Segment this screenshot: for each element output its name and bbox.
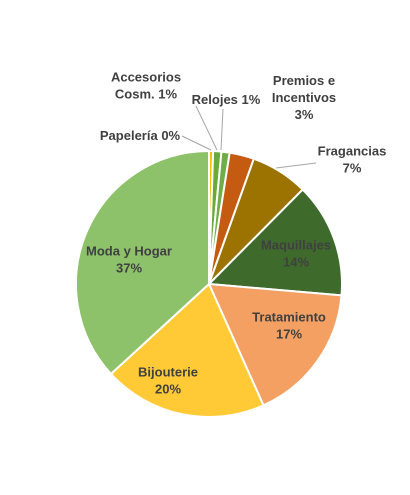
pie-slices <box>75 149 343 418</box>
leader-line-relojes-1 <box>220 108 224 151</box>
slice-label-line: Tratamiento <box>252 310 326 325</box>
slice-label-moda-y-hogar: Moda y Hogar 37% <box>86 244 172 276</box>
slice-label-maquillajes: Maquillajes 14% <box>261 238 331 270</box>
slice-label-line: 17% <box>276 327 302 342</box>
leader-line-papeleria-0 <box>181 135 212 151</box>
leader-line-fragancias <box>275 162 317 169</box>
pie-slice-maquillajes <box>208 188 343 297</box>
slice-label-line: 14% <box>283 255 309 270</box>
pie-slice-moda-y-hogar <box>75 150 210 375</box>
slice-label-line: 37% <box>116 261 142 276</box>
slice-label-line: Cosm. 1% <box>115 87 178 102</box>
slice-labels: Papelería 0% Accesorios Cosm. 1% Relojes 1%… <box>86 70 386 397</box>
slice-label-line: Papelería 0% <box>100 128 181 143</box>
slice-label-line: Incentivos <box>272 90 336 105</box>
slice-label-line: 3% <box>295 107 314 122</box>
slice-label-line: Premios e <box>273 73 335 88</box>
slice-label-premios-e: Premios e Incentivos 3% <box>272 73 336 122</box>
slice-label-accesorios: Accesorios Cosm. 1% <box>111 70 181 102</box>
pie-slice-bijouterie <box>110 283 265 418</box>
slice-label-relojes-1: Relojes 1% <box>192 92 261 107</box>
slice-label-line: 20% <box>155 382 181 397</box>
slice-label-line: Maquillajes <box>261 238 331 253</box>
slice-label-line: Relojes 1% <box>192 92 261 107</box>
pie-slice-tratamiento <box>208 283 343 407</box>
slice-label-line: Moda y Hogar <box>86 244 172 259</box>
slice-label-fragancias: Fragancias 7% <box>318 144 387 176</box>
slice-label-line: Fragancias <box>318 144 387 159</box>
leader-lines <box>181 105 317 169</box>
slice-label-papeleria-0: Papelería 0% <box>100 128 181 143</box>
slice-label-bijouterie: Bijouterie 20% <box>138 365 198 397</box>
slice-label-line: Accesorios <box>111 70 181 85</box>
slice-label-tratamiento: Tratamiento 17% <box>252 310 326 342</box>
slice-label-line: 7% <box>343 161 362 176</box>
slice-label-line: Bijouterie <box>138 365 198 380</box>
leader-line-accesorios <box>195 105 218 151</box>
